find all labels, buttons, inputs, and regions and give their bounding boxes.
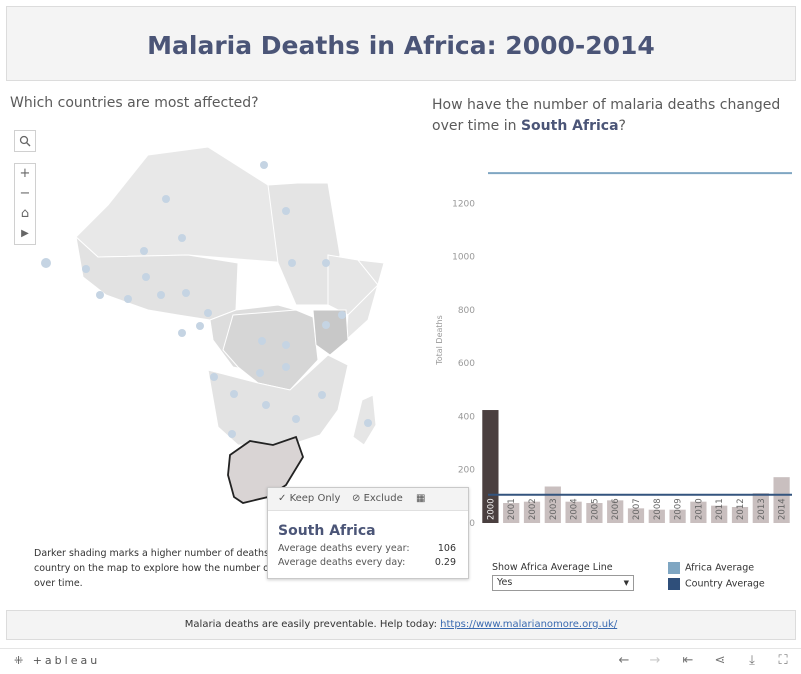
bar[interactable] (752, 493, 769, 523)
keep-only-button[interactable]: ✓ Keep Only (278, 493, 341, 504)
average-line-selected: Yes (497, 577, 513, 588)
description-line-3: over time. (34, 578, 83, 589)
bar[interactable] (711, 505, 728, 523)
download-icon[interactable]: ⤓ (749, 653, 755, 668)
chart-question-text: How have the number of malaria deaths ch… (432, 97, 781, 134)
legend-label: Africa Average (685, 562, 755, 574)
tooltip-actions: ✓ Keep Only ⊘ Exclude ▦ (268, 488, 468, 511)
x-tick-label: 2011 (715, 498, 725, 520)
tableau-cross-icon: ⁜ (14, 654, 27, 667)
bar[interactable] (627, 508, 645, 523)
country-south-africa-selected[interactable] (227, 435, 304, 504)
x-tick-label: 2014 (778, 498, 788, 520)
y-tick-label: 800 (458, 306, 475, 316)
bar[interactable] (669, 509, 686, 523)
legend-swatch (668, 578, 680, 590)
donate-link[interactable]: https://www.malarianomore.org.uk/ (440, 619, 618, 630)
chart-question-suffix: ? (618, 118, 626, 134)
description-line-2: country on the map to explore how the nu… (34, 563, 269, 574)
tooltip-row-value: 0.29 (434, 557, 456, 568)
footer-bar: Malaria deaths are easily preventable. H… (6, 610, 796, 640)
average-line-label: Show Africa Average Line (492, 562, 613, 573)
y-axis-label: Total Deaths (435, 315, 444, 366)
expand-toolbar-button[interactable]: ▶ (21, 228, 29, 239)
x-tick-label: 2006 (611, 498, 621, 520)
x-tick-label: 2004 (570, 498, 580, 520)
bar[interactable] (731, 507, 749, 523)
y-tick-label: 200 (458, 466, 475, 476)
undo-icon[interactable]: ← (618, 653, 630, 668)
x-tick-label: 2003 (549, 498, 559, 520)
country-kenya[interactable] (312, 309, 349, 356)
fullscreen-icon[interactable]: ⛶ (778, 653, 788, 668)
x-tick-label: 2013 (757, 498, 767, 520)
map-question: Which countries are most affected? (10, 95, 259, 111)
island-marker[interactable] (41, 258, 51, 268)
share-icon[interactable]: ⋖ (714, 653, 726, 668)
footer-text: Malaria deaths are easily preventable. H… (184, 619, 441, 630)
country-southern-africa[interactable] (207, 354, 349, 446)
view-data-icon[interactable]: ▦ (416, 493, 426, 504)
x-tick-label: 2002 (528, 498, 538, 520)
country-madagascar[interactable] (352, 394, 377, 446)
legend-swatch (668, 562, 680, 574)
x-tick-label: 2008 (653, 498, 663, 520)
map-description: Darker shading marks a higher number of … (34, 546, 284, 591)
tooltip-row-value: 106 (437, 543, 456, 554)
zoom-in-button[interactable]: + (19, 166, 31, 181)
home-button[interactable]: ⌂ (20, 206, 30, 221)
redo-icon[interactable]: → (649, 653, 661, 668)
revert-icon[interactable]: ⇤ (682, 653, 694, 668)
x-tick-label: 2012 (736, 498, 746, 520)
africa-map[interactable] (28, 145, 408, 515)
exclude-button[interactable]: ⊘ Exclude (352, 493, 403, 504)
x-tick-label: 2000 (486, 498, 496, 520)
magnifier-icon (19, 135, 31, 147)
legend-label: Country Average (685, 578, 765, 590)
tableau-logo[interactable]: ⁜ +ableau (14, 654, 100, 667)
dashboard-title: Malaria Deaths in Africa: 2000-2014 (147, 31, 655, 60)
tooltip-row-label: Average deaths every year: (278, 543, 410, 554)
x-tick-label: 2007 (632, 498, 642, 520)
tableau-toolbar: ⁜ +ableau ← → ⇤ ⋖ ⤓ ⛶ (0, 648, 801, 674)
deaths-bar-chart: 0 200 400 600 800 1000 1200 Total Deaths 2000 200… (435, 172, 792, 529)
average-line-select[interactable]: Yes ▼ (492, 575, 634, 591)
x-tick-label: 2010 (694, 498, 704, 520)
legend-item-africa-average[interactable]: Africa Average (668, 562, 754, 574)
x-tick-label: 2005 (590, 498, 600, 520)
chart-question: How have the number of malaria deaths ch… (432, 95, 782, 137)
y-tick-label: 1200 (452, 199, 475, 209)
bar[interactable] (523, 501, 541, 523)
y-tick-label: 1000 (452, 253, 475, 263)
dashboard-title-bar: Malaria Deaths in Africa: 2000-2014 (6, 6, 796, 81)
bar[interactable] (690, 501, 707, 523)
bar[interactable] (503, 503, 520, 523)
bar[interactable] (607, 500, 624, 523)
country-markers[interactable] (82, 161, 372, 438)
country-tooltip: ✓ Keep Only ⊘ Exclude ▦ South Africa Ave… (267, 487, 469, 579)
bar[interactable] (586, 503, 603, 523)
bar[interactable] (565, 501, 582, 523)
map-search-button[interactable] (14, 130, 36, 152)
x-tick-label: 2001 (507, 498, 517, 520)
map-zoom-controls: + − ⌂ ▶ (14, 163, 36, 245)
chevron-down-icon: ▼ (623, 579, 629, 587)
zoom-out-button[interactable]: − (19, 186, 31, 201)
y-tick-label: 400 (458, 412, 475, 422)
bar[interactable] (648, 509, 665, 523)
legend-item-country-average[interactable]: Country Average (668, 578, 765, 590)
chart-question-country: South Africa (520, 118, 619, 134)
x-tick-label: 2009 (674, 498, 684, 520)
tooltip-country-name: South Africa (278, 523, 376, 539)
tableau-logo-text: +ableau (32, 654, 101, 667)
y-tick-label: 0 (469, 519, 475, 529)
y-tick-label: 600 (458, 359, 475, 369)
bar[interactable] (773, 477, 790, 523)
tooltip-row-label: Average deaths every day: (278, 557, 406, 568)
description-line-1: Darker shading marks a higher number of … (34, 548, 269, 559)
